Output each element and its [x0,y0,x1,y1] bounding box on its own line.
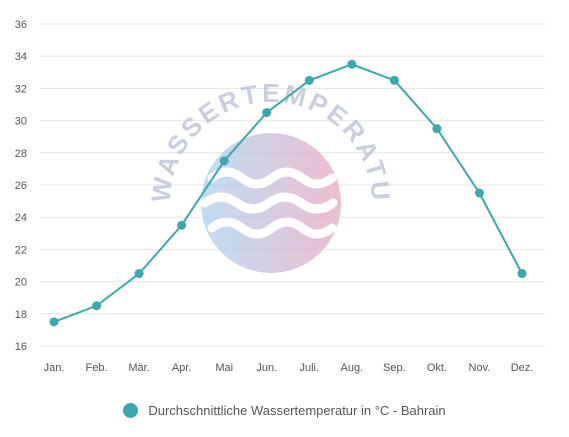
y-tick-label: 28 [15,148,27,160]
y-axis-ticks: 16 18 20 22 24 26 28 30 32 34 36 [15,19,27,353]
data-point[interactable] [517,269,527,279]
x-tick-label: Apr. [172,362,192,374]
series-points [49,59,527,327]
y-tick-label: 16 [15,341,27,353]
data-point[interactable] [389,75,399,85]
series-line [53,63,523,323]
x-tick-label: Juli. [299,362,319,374]
x-tick-label: Feb. [86,362,108,374]
x-tick-label: Dez. [511,362,534,374]
y-tick-label: 34 [15,51,27,63]
y-tick-label: 30 [15,116,27,128]
y-tick-label: 20 [15,277,27,289]
data-point[interactable] [92,301,102,311]
watermark-wave-2 [200,192,338,214]
x-tick-label: Mär. [128,362,149,374]
y-tick-label: 22 [15,244,27,256]
data-point[interactable] [347,59,357,69]
data-point[interactable] [262,108,272,118]
legend[interactable]: Durchschnittliche Wassertemperatur in °C… [0,398,569,422]
data-point[interactable] [474,188,484,198]
y-tick-label: 32 [15,83,27,95]
x-tick-label: Mai [215,362,233,374]
x-tick-label: Jun. [256,362,277,374]
legend-label: Durchschnittliche Wassertemperatur in °C… [148,402,446,418]
y-tick-label: 24 [15,212,27,224]
y-tick-label: 26 [15,180,27,192]
data-point[interactable] [432,124,442,134]
watermark-wave-3 [207,217,337,239]
x-tick-label: Aug. [340,362,363,374]
data-point[interactable] [134,269,144,279]
data-point[interactable] [219,156,229,166]
data-point[interactable] [304,75,314,85]
watermark-wave-1 [207,167,337,189]
x-axis-ticks: Jan. Feb. Mär. Apr. Mai Jun. Juli. Aug. Sep. Okt.… [44,362,534,374]
data-point[interactable] [177,220,187,230]
watermark-logo: WASSERTEMPERATUR.ORG [0,0,396,273]
x-tick-label: Jan. [44,362,65,374]
x-tick-label: Sep. [383,362,406,374]
data-point[interactable] [49,317,59,327]
y-tick-label: 18 [15,309,27,321]
x-tick-label: Nov. [469,362,491,374]
x-tick-label: Okt. [427,362,447,374]
legend-marker [123,402,139,418]
y-tick-label: 36 [15,19,27,31]
watermark-text: WASSERTEMPERATUR.ORG [0,0,396,204]
